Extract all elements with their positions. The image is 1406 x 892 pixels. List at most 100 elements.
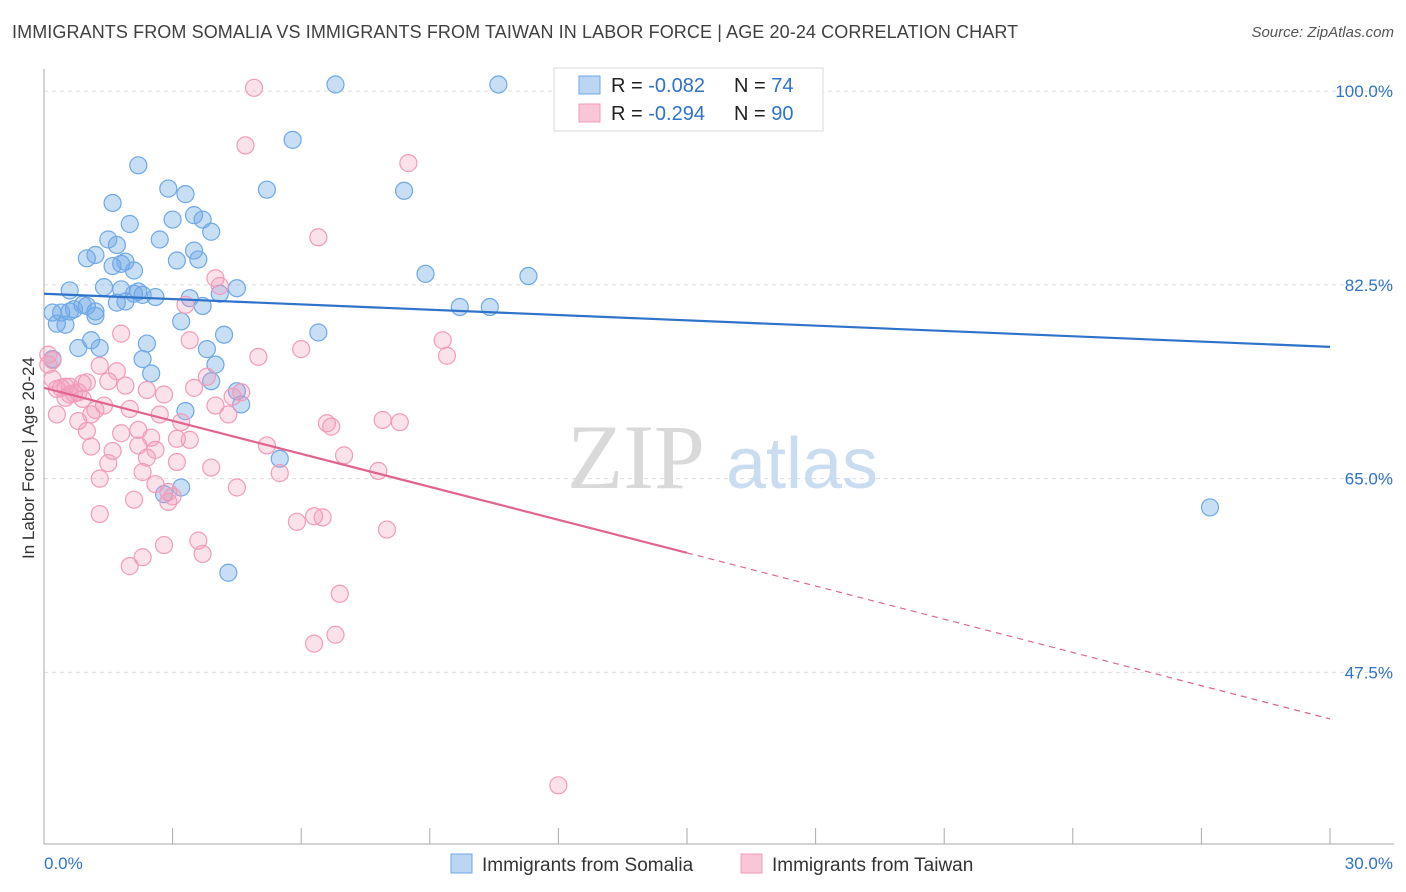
taiwan-point: [210, 276, 229, 296]
taiwan-point: [107, 362, 126, 381]
somalia-point: [202, 222, 221, 241]
taiwan-point: [154, 385, 174, 404]
somalia-trend-line: [43, 292, 1331, 348]
taiwan-point: [150, 405, 169, 424]
stats-legend: R = -0.082 N = 74 R = -0.294 N = 90: [553, 67, 824, 132]
taiwan-point: [549, 776, 568, 795]
legend-somalia-swatch: [450, 853, 473, 874]
somalia-point: [137, 334, 156, 353]
taiwan-point: [124, 490, 144, 509]
somalia-point: [214, 325, 234, 344]
taiwan-n-label: N =: [734, 103, 771, 125]
somalia-point: [172, 312, 191, 331]
taiwan-point: [154, 535, 174, 555]
somalia-point: [142, 364, 161, 383]
taiwan-point: [133, 548, 152, 567]
taiwan-point: [322, 417, 341, 436]
somalia-point: [176, 402, 195, 421]
somalia-point: [489, 75, 508, 94]
taiwan-point: [43, 351, 62, 370]
data-points: [39, 75, 1220, 795]
taiwan-point: [369, 461, 388, 480]
somalia-point: [103, 193, 122, 213]
somalia-point: [90, 338, 109, 358]
taiwan-point: [399, 154, 418, 173]
somalia-point: [283, 130, 302, 149]
somalia-n-label: N =: [734, 75, 771, 97]
tick-labels: 47.5% 65.0% 82.5% 100.0% 0.0% 30.0%: [44, 82, 1393, 873]
somalia-point: [416, 264, 435, 283]
taiwan-point: [287, 512, 307, 531]
taiwan-swatch: [578, 103, 601, 123]
somalia-point: [184, 241, 204, 260]
somalia-point: [257, 180, 277, 199]
somalia-point: [519, 266, 538, 286]
taiwan-n-value: 90: [771, 103, 793, 125]
taiwan-r-label: R =: [611, 103, 648, 125]
taiwan-trend-extension: [686, 552, 1331, 720]
legend-somalia-label: Immigrants from Somalia: [482, 855, 694, 876]
somalia-point: [86, 306, 105, 325]
somalia-point: [189, 250, 208, 269]
somalia-point: [1200, 498, 1220, 517]
watermark-zip: ZIP: [567, 406, 705, 508]
somalia-point: [167, 251, 186, 270]
taiwan-point: [206, 396, 225, 415]
taiwan-point: [437, 346, 457, 365]
taiwan-point: [223, 387, 242, 406]
svg-text:N = 90: N = 90: [734, 103, 794, 125]
svg-text:R = -0.082: R = -0.082: [611, 75, 705, 97]
taiwan-point: [167, 429, 186, 448]
x-tick-label: 30.0%: [1345, 854, 1393, 873]
grid-lines: [44, 90, 1394, 673]
taiwan-point: [90, 504, 109, 524]
somalia-point: [163, 210, 182, 229]
axes: [43, 69, 1394, 845]
chart-title: IMMIGRANTS FROM SOMALIA VS IMMIGRANTS FR…: [12, 22, 1019, 42]
somalia-r-label: R =: [611, 75, 648, 97]
somalia-point: [86, 245, 105, 265]
watermark-atlas: atlas: [726, 424, 878, 504]
x-tick-label: 0.0%: [44, 854, 83, 873]
somalia-point: [176, 185, 195, 204]
taiwan-point: [77, 421, 96, 441]
somalia-point: [270, 449, 289, 468]
svg-text:N = 74: N = 74: [734, 75, 794, 97]
taiwan-point: [377, 520, 397, 539]
taiwan-point: [82, 437, 101, 456]
somalia-point: [60, 281, 79, 300]
taiwan-point: [197, 367, 216, 386]
somalia-point: [94, 278, 114, 297]
somalia-point: [227, 279, 246, 298]
somalia-point: [309, 323, 328, 342]
legend-taiwan-label: Immigrants from Taiwan: [772, 855, 973, 876]
taiwan-r-value: -0.294: [648, 103, 705, 125]
somalia-point: [150, 230, 169, 249]
taiwan-point: [292, 340, 311, 359]
taiwan-point: [90, 469, 109, 488]
taiwan-point: [137, 380, 156, 400]
somalia-point: [219, 563, 238, 582]
taiwan-point: [184, 378, 204, 397]
taiwan-point: [330, 584, 349, 603]
y-tick-label: 82.5%: [1345, 276, 1393, 295]
y-axis-label: In Labor Force | Age 20-24: [19, 357, 38, 559]
somalia-point: [450, 297, 469, 317]
taiwan-point: [373, 410, 392, 430]
taiwan-point: [133, 462, 152, 482]
taiwan-point: [326, 625, 345, 644]
somalia-point: [326, 75, 345, 94]
y-tick-label: 65.0%: [1345, 470, 1393, 489]
legend-taiwan-swatch: [740, 853, 763, 874]
taiwan-point: [163, 487, 182, 506]
taiwan-point: [180, 430, 199, 449]
taiwan-trend-line: [43, 386, 688, 554]
taiwan-point: [313, 508, 332, 527]
trend-lines: [43, 292, 1331, 720]
somalia-point: [184, 206, 204, 225]
taiwan-point: [244, 78, 264, 97]
taiwan-point: [219, 405, 238, 424]
taiwan-point: [77, 373, 96, 392]
taiwan-point: [334, 446, 354, 465]
